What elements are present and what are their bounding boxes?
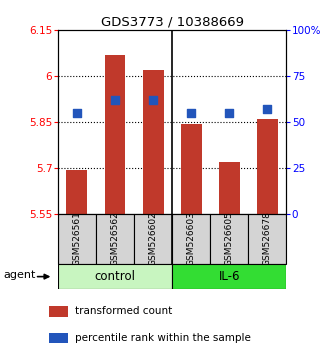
Point (150, 97, 156, 103)
Bar (219, 162, 240, 214)
Bar (181, 124, 202, 214)
Bar (143, 70, 164, 214)
Text: GSM526562: GSM526562 (111, 212, 119, 266)
Bar (172, 214, 210, 264)
Bar (67, 170, 87, 214)
Bar (134, 214, 172, 264)
Bar (49, 306, 68, 316)
Text: GSM526603: GSM526603 (187, 211, 196, 267)
Point (112, 97, 118, 103)
Point (188, 110, 194, 116)
Bar (58, 214, 96, 264)
Bar (96, 214, 134, 264)
Bar (49, 333, 68, 343)
Text: GSM526602: GSM526602 (149, 212, 158, 266)
Bar (105, 55, 125, 214)
Text: GSM526605: GSM526605 (225, 211, 234, 267)
Text: GSM526561: GSM526561 (72, 211, 81, 267)
Title: GDS3773 / 10388669: GDS3773 / 10388669 (101, 16, 244, 29)
Bar (210, 214, 248, 264)
Text: transformed count: transformed count (75, 306, 173, 316)
Text: agent: agent (3, 270, 35, 280)
Point (226, 110, 232, 116)
Bar (172, 264, 286, 289)
Text: percentile rank within the sample: percentile rank within the sample (75, 333, 251, 343)
Text: control: control (95, 270, 135, 282)
Bar (257, 119, 278, 214)
Bar (248, 214, 286, 264)
Bar (58, 264, 172, 289)
Text: GSM526678: GSM526678 (263, 211, 272, 267)
Text: IL-6: IL-6 (218, 270, 240, 282)
Point (264, 107, 270, 112)
Point (74, 110, 79, 116)
